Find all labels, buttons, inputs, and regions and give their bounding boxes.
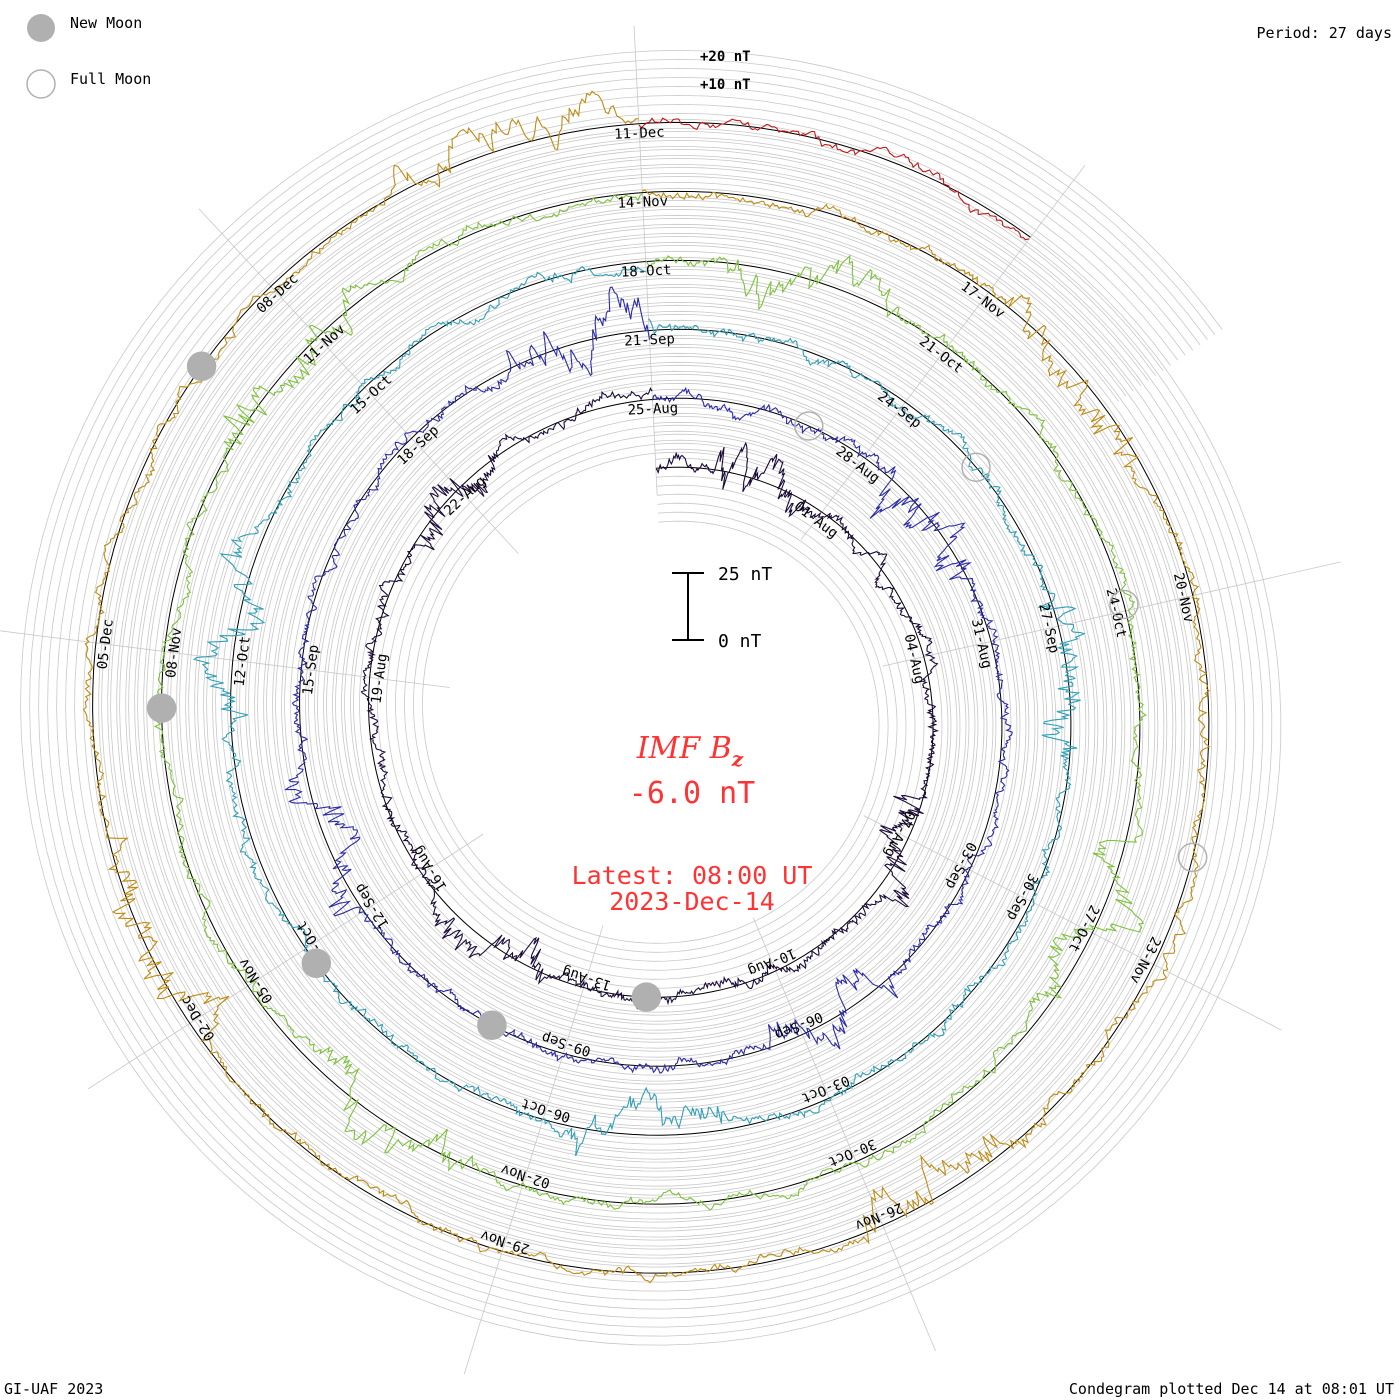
date-label: 31-Aug <box>968 617 995 670</box>
date-label: 12-Oct <box>232 635 254 687</box>
new-moon-marker <box>146 693 177 723</box>
bz-trace-series <box>283 286 1013 1074</box>
date-label: 04-Aug <box>901 633 928 686</box>
center-title-main: IMF B <box>636 731 732 766</box>
date-label: 27-Oct <box>1065 902 1102 954</box>
grid-rings <box>20 49 1282 1346</box>
grid-ring <box>65 94 1237 1301</box>
date-label: 05-Dec <box>95 618 117 670</box>
grid-ring <box>38 67 1264 1328</box>
date-label: 25-Aug <box>627 400 678 418</box>
date-label: 08-Nov <box>163 627 185 679</box>
grid-ring <box>119 148 1183 1247</box>
data-traces <box>82 90 1211 1284</box>
date-spoke <box>752 917 936 1352</box>
bz-trace-series <box>360 386 940 1012</box>
grid-ring <box>101 130 1201 1265</box>
new-moon-legend-label: New Moon <box>70 14 142 32</box>
grid-ring <box>110 139 1192 1256</box>
bz-trace-series <box>82 90 1211 1284</box>
full-moon-legend-label: Full Moon <box>70 70 151 88</box>
full-moon-marker <box>961 452 991 482</box>
bz-trace-series <box>192 266 1086 1157</box>
period-label: Period: 27 days <box>1257 24 1392 42</box>
date-label: 03-Sep <box>942 839 979 891</box>
scale-bar-top-label: 25 nT <box>718 564 772 585</box>
scale-label-plus10: +10 nT <box>700 77 751 93</box>
new-moon-marker <box>477 1010 507 1040</box>
date-spoke <box>863 815 1282 1031</box>
date-label: 24-Oct <box>1102 587 1129 640</box>
date-spoke <box>0 630 450 688</box>
grid-ring <box>92 121 1210 1274</box>
bz-trace-series <box>638 117 1030 241</box>
grid-ring <box>83 112 1219 1283</box>
scale-bar: 25 nT 0 nT <box>672 564 772 652</box>
latest-date: 2023-Dec-14 <box>609 887 775 916</box>
date-label: 22-Aug <box>441 473 489 519</box>
date-label: 15-Sep <box>300 644 322 696</box>
scale-label-plus20: +20 nT <box>700 49 751 65</box>
date-spoke <box>882 561 1341 667</box>
date-spoke <box>87 833 484 1090</box>
grid-ring <box>47 76 1255 1319</box>
date-label: 11-Dec <box>614 124 665 142</box>
date-spoke <box>800 165 1086 540</box>
date-label: 07-Aug <box>881 808 918 860</box>
full-moon-marker <box>1177 842 1208 873</box>
latest-time: Latest: 08:00 UT <box>572 861 813 890</box>
new-moon-legend-icon <box>27 14 55 42</box>
date-spokes <box>0 25 1341 1375</box>
date-label: 14-Nov <box>617 193 668 211</box>
date-label: 21-Sep <box>624 331 675 349</box>
center-title-sub: z <box>731 747 744 771</box>
zero-reference-spiral <box>92 121 1210 1274</box>
grid-ring <box>137 166 1165 1229</box>
date-label: 27-Sep <box>1035 602 1062 655</box>
date-label: 30-Sep <box>1003 871 1040 923</box>
new-moon-marker <box>301 948 332 979</box>
date-label: 19-Aug <box>369 653 391 705</box>
scale-bar-bottom-label: 0 nT <box>718 631 762 652</box>
date-label: 12-Sep <box>352 880 393 931</box>
new-moon-marker <box>186 351 217 382</box>
grid-ring <box>56 85 1246 1310</box>
full-moon-legend-icon <box>26 69 56 99</box>
footer-credit: GI-UAF 2023 <box>4 1380 103 1398</box>
date-spoke <box>463 925 604 1375</box>
footer-plotted: Condegram plotted Dec 14 at 08:01 UT <box>1069 1380 1394 1398</box>
grid-ring <box>29 58 1273 1337</box>
new-moon-marker <box>631 982 662 1012</box>
grid-ring <box>146 175 1156 1220</box>
center-title: IMF Bz <box>636 731 744 771</box>
bz-trace-series <box>149 193 1148 1211</box>
moon-markers <box>146 351 1208 1040</box>
date-spoke <box>198 208 519 554</box>
full-moon-marker <box>794 411 824 441</box>
current-bz-value: -6.0 nT <box>629 776 755 811</box>
full-moon-marker <box>1109 589 1139 620</box>
date-label: 18-Oct <box>621 262 672 280</box>
grid-ring <box>20 49 1282 1346</box>
reference-rings <box>92 121 1210 1274</box>
grid-ring <box>74 103 1228 1292</box>
grid-ring <box>128 157 1174 1238</box>
